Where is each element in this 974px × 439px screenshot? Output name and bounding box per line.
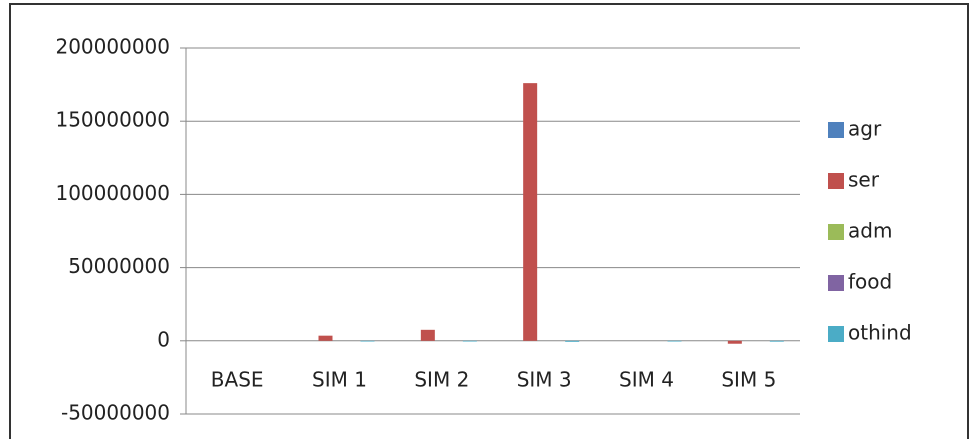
legend-swatch (828, 122, 844, 138)
legend-swatch (828, 326, 844, 342)
bar (523, 83, 537, 341)
bar (361, 341, 375, 342)
bar (770, 341, 784, 342)
y-tick-label: 0 (157, 327, 170, 351)
legend-swatch (828, 224, 844, 240)
bar (421, 330, 435, 341)
legend-label: adm (848, 219, 892, 243)
legend-label: othind (848, 321, 912, 345)
legend-swatch (828, 173, 844, 189)
x-tick-label: BASE (211, 368, 264, 392)
x-tick-label: SIM 5 (721, 368, 776, 392)
chart: -50000000 0 50000000 100000000 150000000 2000… (0, 0, 974, 439)
legend-swatch (828, 275, 844, 291)
bar (668, 341, 682, 342)
y-tick-label: 50000000 (68, 254, 170, 278)
y-tick-label: 100000000 (55, 181, 170, 205)
y-tick-label: 200000000 (55, 35, 170, 59)
legend-label: agr (848, 117, 882, 141)
y-tick-label: 150000000 (55, 108, 170, 132)
bar (728, 341, 742, 344)
x-tick-label: SIM 4 (619, 368, 674, 392)
legend-label: ser (848, 168, 880, 192)
legend-label: food (848, 270, 892, 294)
chart-frame (10, 4, 968, 439)
x-tick-label: SIM 3 (517, 368, 572, 392)
x-tick-label: SIM 1 (312, 368, 367, 392)
bar (463, 341, 477, 342)
y-tick-label: -50000000 (61, 401, 170, 425)
bar (319, 336, 333, 341)
x-tick-label: SIM 2 (414, 368, 469, 392)
bar (565, 341, 579, 342)
